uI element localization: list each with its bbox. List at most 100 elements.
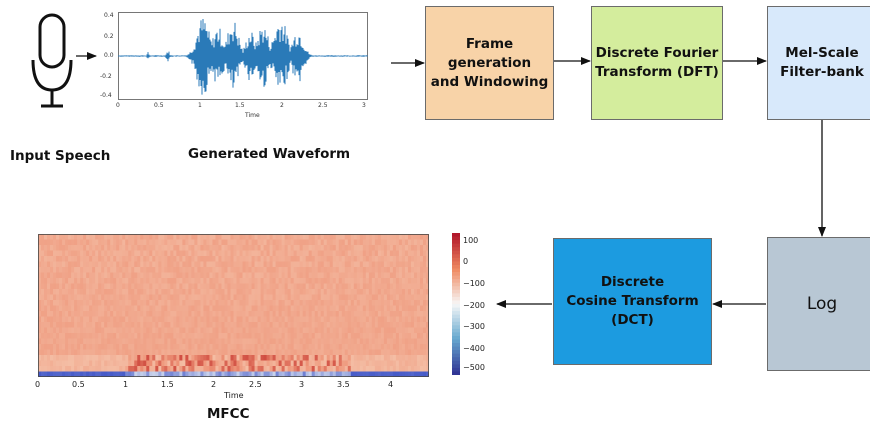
heatmap-cell: [122, 250, 126, 257]
heatmap-cell: [107, 371, 111, 377]
heatmap-cell: [401, 278, 406, 284]
heatmap-cell: [413, 371, 418, 377]
heatmap-cell: [98, 311, 102, 317]
heatmap-cell: [65, 283, 69, 290]
heatmap-cell: [362, 316, 367, 323]
heatmap-cell: [185, 278, 189, 284]
heatmap-cell: [65, 300, 69, 306]
heatmap-cell: [200, 272, 204, 279]
heatmap-cell: [413, 360, 418, 367]
heatmap-cell: [347, 261, 352, 268]
heatmap-cell: [389, 360, 394, 367]
heatmap-cell: [320, 311, 325, 317]
heatmap-cell: [38, 294, 42, 301]
heatmap-cell: [344, 245, 349, 251]
heatmap-cell: [347, 305, 352, 312]
heatmap-cell: [122, 349, 126, 356]
heatmap-cell: [254, 305, 258, 312]
heatmap-cell: [170, 294, 174, 301]
heatmap-cell: [155, 322, 159, 328]
heatmap-cell: [311, 344, 316, 350]
heatmap-cell: [215, 366, 219, 372]
heatmap-cell: [305, 355, 310, 361]
heatmap-cell: [134, 316, 138, 323]
heatmap-cell: [107, 272, 111, 279]
heatmap-cell: [89, 300, 93, 306]
heatmap-cell: [161, 256, 165, 262]
heatmap-cell: [179, 261, 183, 268]
heatmap-cell: [353, 294, 358, 301]
heatmap-cell: [110, 300, 114, 306]
heatmap-cell: [149, 338, 153, 345]
heatmap-cell: [131, 289, 135, 295]
heatmap-cell: [404, 250, 409, 257]
heatmap-cell: [425, 366, 429, 372]
heatmap-cell: [287, 250, 292, 257]
heatmap-cell: [173, 283, 177, 290]
heatmap-cell: [209, 327, 213, 334]
heatmap-cell: [71, 355, 75, 361]
heatmap-cell: [377, 261, 382, 268]
heatmap-cell: [284, 349, 289, 356]
heatmap-cell: [425, 305, 429, 312]
heatmap-cell: [197, 267, 201, 273]
heatmap-cell: [161, 283, 165, 290]
heatmap-cell: [218, 371, 222, 377]
heatmap-cell: [401, 283, 406, 290]
heatmap-cell: [296, 327, 301, 334]
heatmap-cell: [368, 294, 373, 301]
heatmap-cell: [266, 239, 270, 246]
heatmap-cell: [53, 283, 57, 290]
heatmap-cell: [149, 256, 153, 262]
heatmap-cell: [356, 305, 361, 312]
heatmap-cell: [113, 278, 117, 284]
heatmap-cell: [71, 283, 75, 290]
heatmap-cell: [149, 267, 153, 273]
heatmap-cell: [368, 327, 373, 334]
heatmap-cell: [218, 245, 222, 251]
heatmap-cell: [98, 267, 102, 273]
heatmap-cell: [323, 278, 328, 284]
heatmap-cell: [71, 256, 75, 262]
heatmap-cell: [401, 294, 406, 301]
heatmap-cell: [98, 327, 102, 334]
heatmap-cell: [143, 267, 147, 273]
heatmap-cell: [257, 289, 261, 295]
heatmap-cell: [119, 327, 123, 334]
heatmap-cell: [356, 272, 361, 279]
heatmap-cell: [362, 261, 367, 268]
heatmap-cell: [194, 327, 198, 334]
heatmap-cell: [170, 338, 174, 345]
heatmap-cell: [95, 239, 99, 246]
heatmap-cell: [311, 305, 316, 312]
heatmap-cell: [71, 267, 75, 273]
heatmap-cell: [215, 355, 219, 361]
heatmap-cell: [89, 283, 93, 290]
heatmap-cell: [134, 360, 138, 367]
heatmap-cell: [230, 278, 234, 284]
heatmap-cell: [245, 261, 249, 268]
heatmap-cell: [302, 333, 307, 339]
heatmap-cell: [101, 311, 105, 317]
heatmap-cell: [77, 366, 81, 372]
heatmap-cell: [212, 327, 216, 334]
heatmap-cell: [347, 338, 352, 345]
heatmap-cell: [350, 250, 355, 257]
heatmap-cell: [245, 245, 249, 251]
heatmap-cell: [386, 316, 391, 323]
heatmap-cell: [296, 349, 301, 356]
heatmap-cell: [107, 278, 111, 284]
heatmap-cell: [164, 272, 168, 279]
heatmap-cell: [122, 327, 126, 334]
heatmap-cell: [128, 267, 132, 273]
heatmap-cell: [71, 278, 75, 284]
heatmap-cell: [173, 261, 177, 268]
heatmap-cell: [314, 283, 319, 290]
heatmap-cell: [107, 333, 111, 339]
heatmap-cell: [83, 311, 87, 317]
heatmap-cell: [377, 250, 382, 257]
heatmap-cell: [383, 239, 388, 246]
heatmap-cell: [293, 300, 298, 306]
heatmap-cell: [296, 333, 301, 339]
heatmap-cell: [365, 234, 370, 240]
